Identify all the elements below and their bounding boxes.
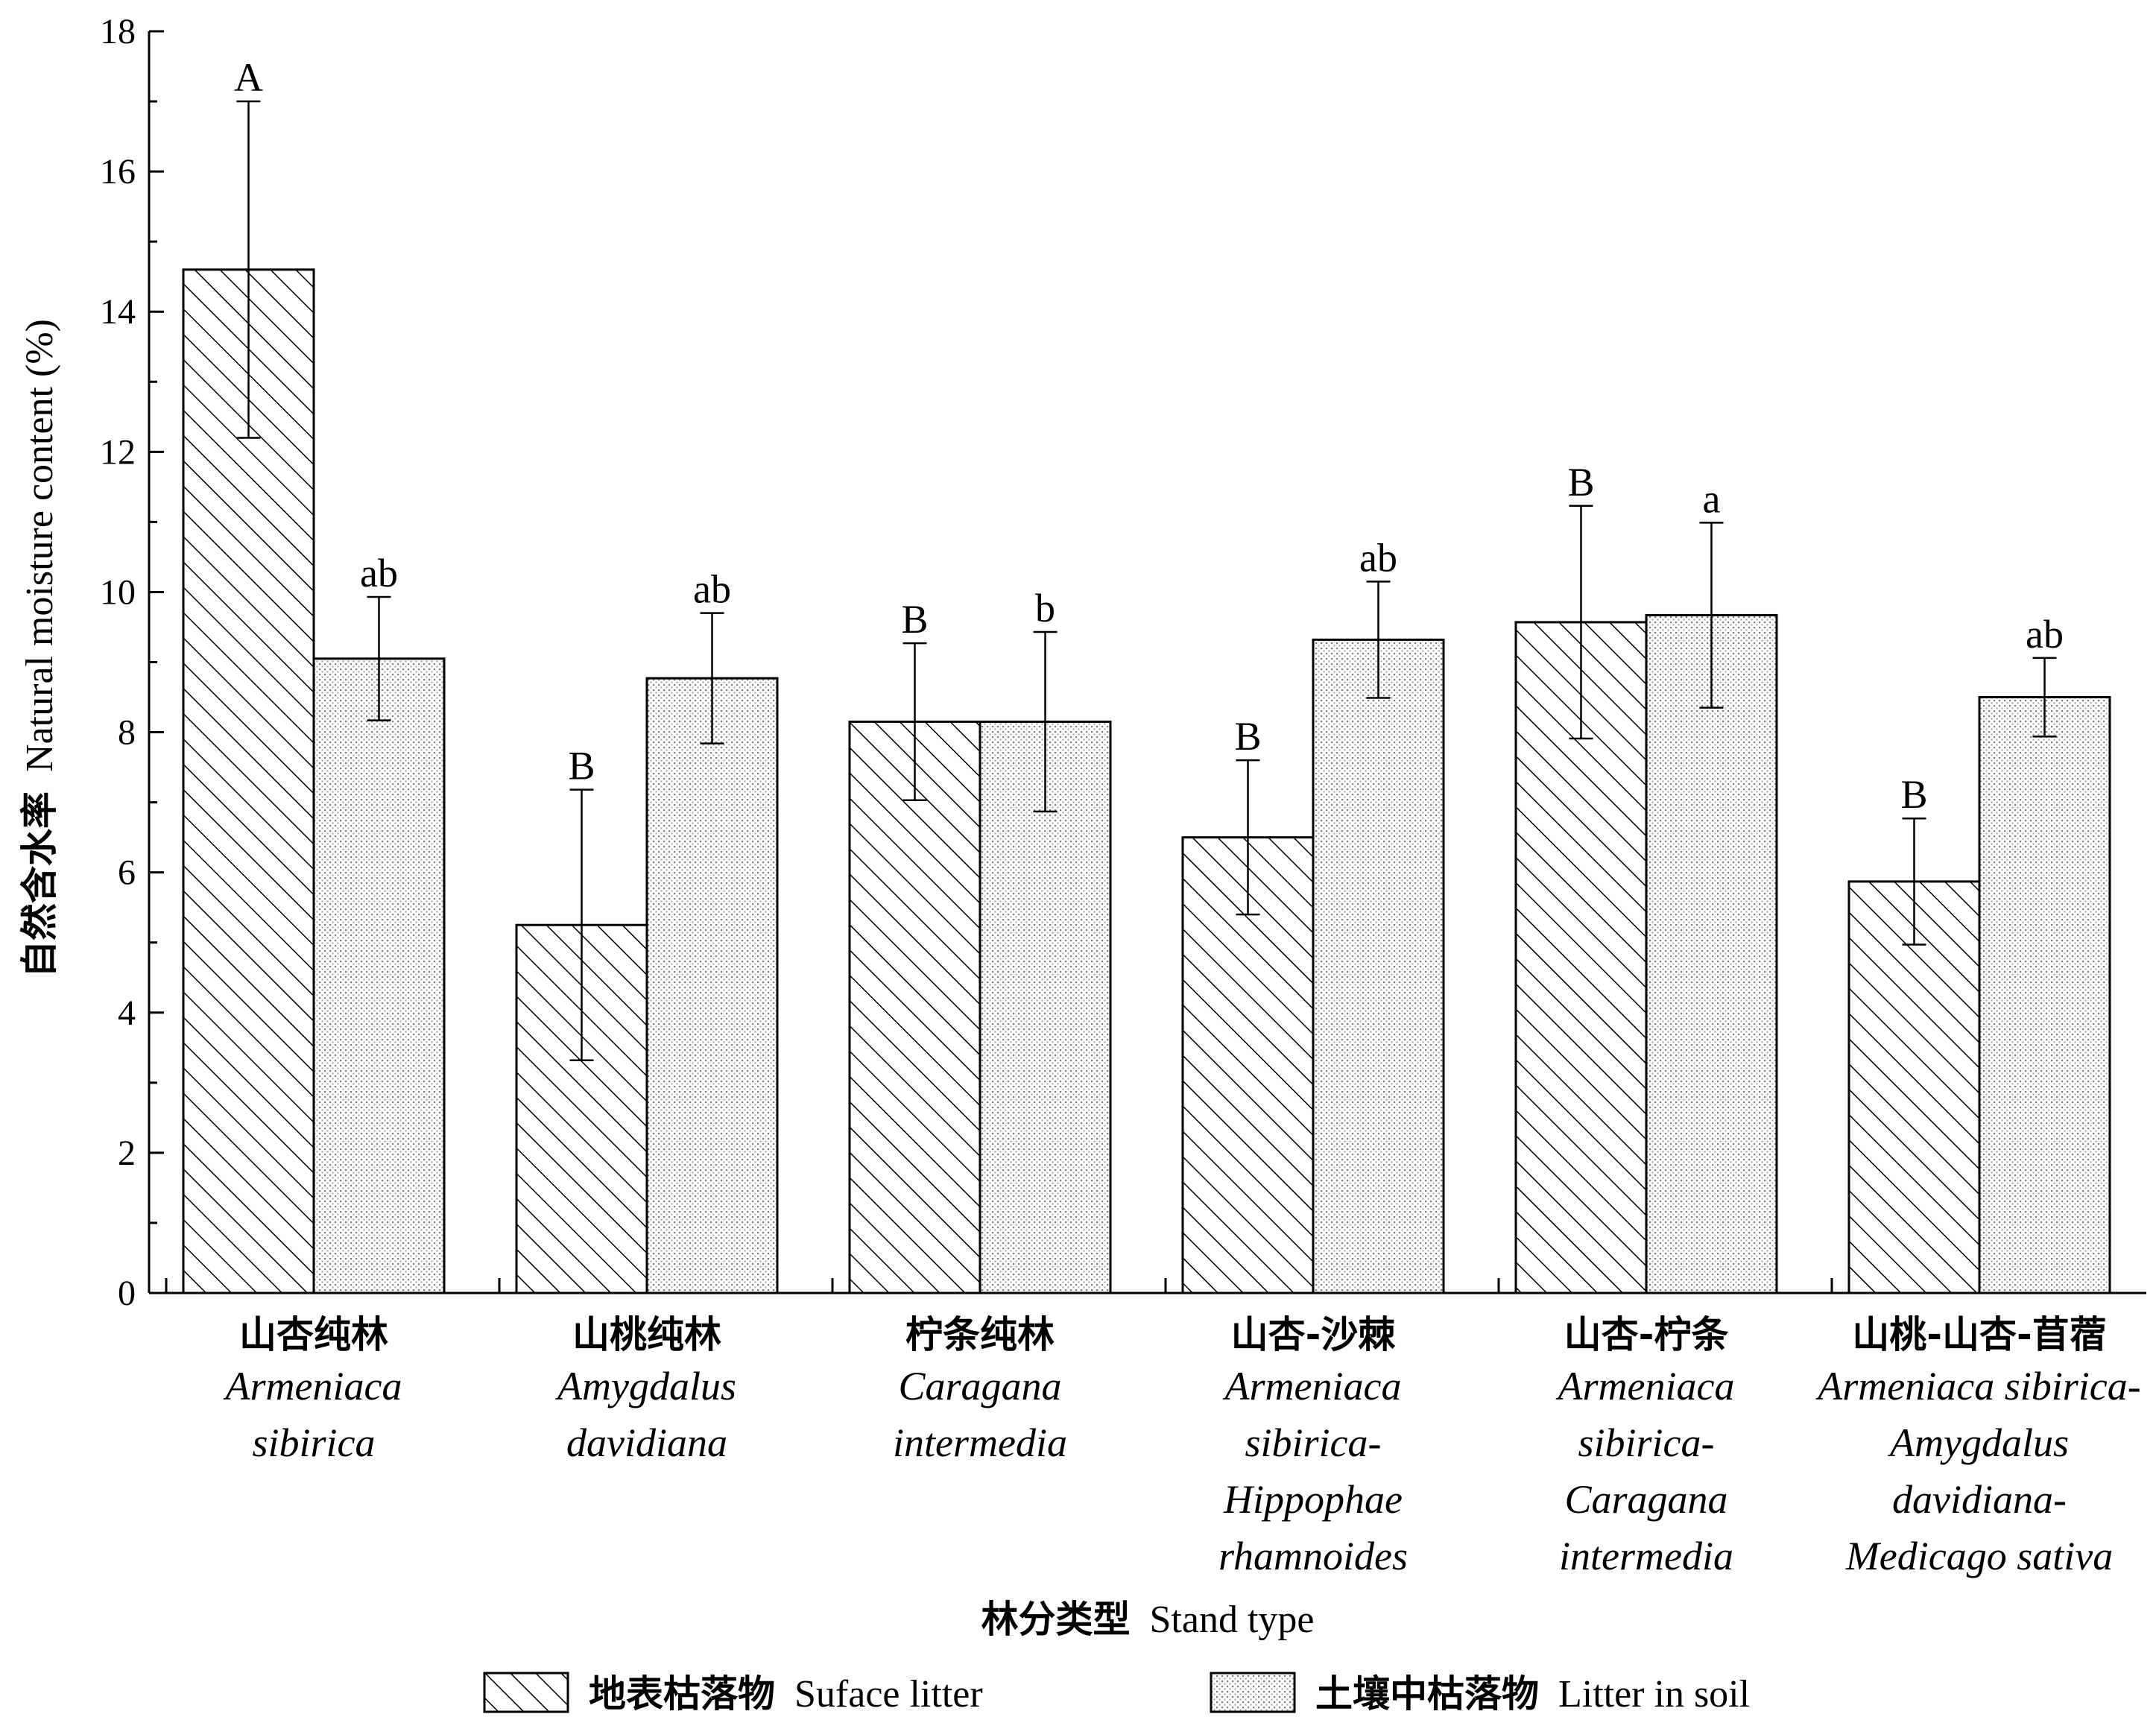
axes-layer: 0 2 4 6 8 10 12 14 16 18 — [100, 12, 2146, 1313]
bar-surface-0 — [182, 268, 315, 1294]
category-label-en-5-0: Armeniaca sibirica- — [1815, 1364, 2140, 1408]
sig-label-surface-3: B — [1234, 714, 1261, 759]
sig-label-soil-2: b — [1035, 586, 1055, 630]
y-tick-label-4: 4 — [118, 993, 136, 1033]
sig-label-soil-5: ab — [2026, 612, 2064, 657]
bar-soil-1 — [645, 677, 779, 1294]
error-bar-soil-1 — [700, 612, 724, 744]
error-bar-soil-3 — [1366, 581, 1391, 699]
category-labels-layer: 山杏纯林 Armeniaca sibirica 山桃纯林 Amygdalus davidi… — [224, 1313, 2141, 1578]
category-label-en-4-2: Caragana — [1564, 1477, 1727, 1522]
sig-label-surface-4: B — [1567, 460, 1594, 505]
category-label-cn-1: 山桃纯林 — [572, 1313, 721, 1356]
y-tick-label-8: 8 — [118, 713, 136, 753]
category-label-cn-4: 山杏-柠条 — [1564, 1313, 1729, 1356]
y-tick-label-10: 10 — [100, 572, 136, 612]
bar-soil-0 — [312, 657, 446, 1294]
category-label-en-3-3: rhamnoides — [1218, 1534, 1408, 1578]
error-bar-soil-5 — [2032, 657, 2057, 738]
y-tick-label-2: 2 — [118, 1134, 136, 1173]
category-label-cn-5: 山桃-山杏-苜蓿 — [1852, 1313, 2107, 1356]
bar-soil-5 — [1978, 696, 2111, 1294]
error-bar-surface-2 — [902, 642, 927, 802]
y-tick-label-12: 12 — [100, 432, 136, 472]
bar-soil-3 — [1312, 638, 1445, 1294]
category-label-en-4-1: sibirica- — [1578, 1420, 1715, 1465]
category-label-en-2-1: intermedia — [893, 1420, 1067, 1465]
bar-soil-4 — [1645, 613, 1778, 1294]
y-tick-label-14: 14 — [100, 292, 136, 332]
category-label-cn-0: 山杏纯林 — [239, 1313, 388, 1356]
bar-surface-5 — [1847, 880, 1981, 1294]
category-label-en-3-2: Hippophae — [1223, 1477, 1403, 1522]
legend-item-litter-in-soil: 土壤中枯落物 Litter in soil — [1210, 1672, 1750, 1716]
category-label-cn-3: 山杏-沙棘 — [1231, 1313, 1396, 1356]
error-bar-surface-3 — [1236, 759, 1260, 916]
x-axis-title: 林分类型 Stand type — [981, 1598, 1315, 1641]
sig-label-soil-0: ab — [360, 551, 398, 595]
significance-labels-layer: Aab Bab B b Bab B a Bab — [234, 55, 2064, 817]
error-bar-soil-2 — [1033, 630, 1058, 813]
category-label-en-2-0: Caragana — [898, 1364, 1061, 1408]
y-tick-label-16: 16 — [100, 152, 136, 192]
category-label-en-4-0: Armeniaca — [1556, 1364, 1735, 1408]
sig-label-soil-1: ab — [693, 567, 731, 612]
sig-label-surface-1: B — [568, 744, 595, 788]
legend-swatch-surface-litter — [483, 1672, 569, 1713]
category-label-en-5-3: Medicago sativa — [1845, 1534, 2113, 1578]
legend-swatch-litter-in-soil — [1210, 1672, 1296, 1713]
category-label-en-5-1: Amygdalus — [1888, 1420, 2069, 1465]
sig-label-surface-5: B — [1900, 772, 1927, 817]
x-axis-title-en: Stand type — [1150, 1599, 1315, 1641]
y-axis-title-cn: 自然含水率 — [18, 791, 61, 978]
x-axis-title-cn: 林分类型 — [981, 1598, 1131, 1641]
legend: 地表枯落物 Suface litter 土壤中枯落物 Litter in soil — [483, 1672, 1750, 1716]
category-label-en-0-1: sibirica — [252, 1420, 375, 1465]
category-label-en-5-2: davidiana- — [1892, 1477, 2067, 1522]
category-label-cn-2: 柠条纯林 — [905, 1313, 1055, 1356]
error-bar-surface-0 — [236, 100, 261, 439]
y-tick-label-18: 18 — [100, 12, 136, 51]
bars-layer — [182, 268, 2111, 1294]
y-tick-label-6: 6 — [118, 853, 136, 893]
sig-label-soil-4: a — [1703, 476, 1721, 521]
bar-surface-2 — [848, 720, 981, 1294]
legend-label-surface-litter: 地表枯落物 Suface litter — [589, 1672, 983, 1716]
category-label-en-3-0: Armeniaca — [1223, 1364, 1402, 1408]
y-tick-label-0: 0 — [118, 1274, 136, 1313]
sig-label-surface-2: B — [901, 597, 928, 642]
category-label-en-1-1: davidiana — [566, 1420, 727, 1465]
category-label-en-3-1: sibirica- — [1245, 1420, 1382, 1465]
sig-label-soil-3: ab — [1359, 535, 1397, 580]
category-label-en-1-0: Amygdalus — [555, 1364, 736, 1408]
y-axis-title-en: Natural moisture content (%) — [19, 319, 61, 772]
error-bars-layer — [236, 100, 2057, 1061]
y-axis-title: 自然含水率 Natural moisture content (%) — [18, 319, 61, 978]
category-label-en-4-3: intermedia — [1559, 1534, 1733, 1578]
error-bar-surface-5 — [1902, 817, 1926, 946]
error-bar-soil-4 — [1699, 522, 1724, 709]
error-bar-soil-0 — [367, 595, 391, 721]
legend-label-litter-in-soil: 土壤中枯落物 Litter in soil — [1315, 1672, 1750, 1716]
error-bar-surface-1 — [569, 788, 594, 1061]
sig-label-surface-0: A — [234, 55, 263, 100]
category-label-en-0-0: Armeniaca — [224, 1364, 402, 1408]
legend-item-surface-litter: 地表枯落物 Suface litter — [483, 1672, 983, 1716]
error-bar-surface-4 — [1569, 505, 1593, 740]
